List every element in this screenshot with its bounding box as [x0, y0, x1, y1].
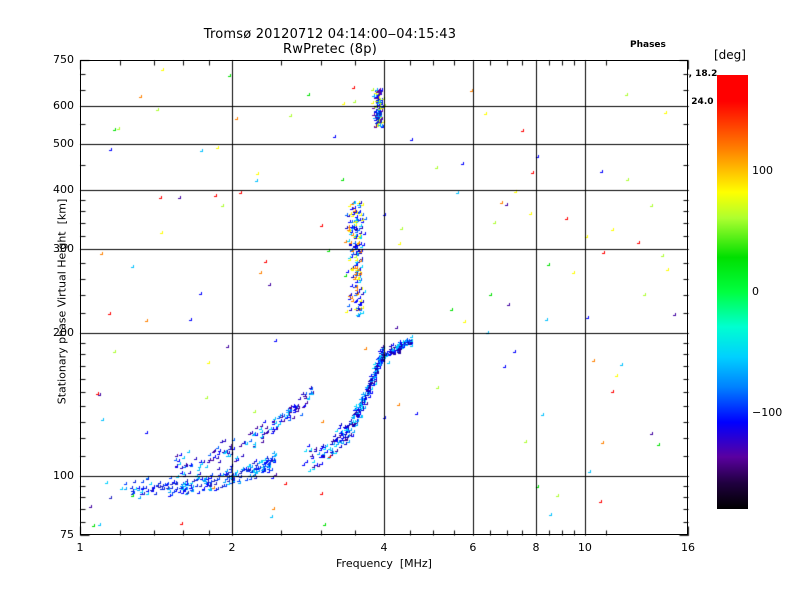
page-title: Tromsø 20120712 04:14:00‒04:15:43 RwPret… [0, 27, 660, 57]
y-axis-label: Stationary phase Virtual Height [km] [55, 198, 69, 405]
y-tick-label: 200 [53, 325, 74, 339]
phase-stats-heading: Phases [630, 40, 666, 50]
x-tick-label: 1 [76, 541, 84, 554]
y-tick-label: 100 [53, 468, 74, 482]
y-tick-label: 400 [53, 182, 74, 196]
colorbar [717, 75, 748, 509]
title-line-1: Tromsø 20120712 04:14:00‒04:15:43 [203, 27, 457, 42]
x-tick-label: 6 [469, 541, 477, 554]
y-tick-label: 600 [53, 99, 74, 113]
x-tick-label: 8 [532, 541, 540, 554]
y-tick-label: 75 [60, 528, 74, 541]
title-line-2: RwPretec (8p) [283, 42, 377, 57]
x-axis-label: Frequency [MHz] [336, 557, 432, 570]
scatter-plot-canvas [80, 60, 688, 535]
colorbar-unit-label: [deg] [714, 48, 746, 62]
colorbar-tick-label: 0 [752, 285, 759, 298]
x-tick-label: 16 [681, 541, 695, 554]
colorbar-tick-label: 100 [752, 164, 773, 178]
x-tick-label: 10 [577, 541, 592, 554]
colorbar-tick-label: −100 [752, 405, 783, 419]
y-tick-label: 750 [53, 53, 74, 66]
y-tick-label: 300 [53, 242, 74, 256]
colorbar-gradient [717, 75, 748, 509]
y-tick-label: 500 [53, 136, 74, 150]
x-tick-label: 2 [228, 541, 236, 554]
x-tick-label: 4 [380, 541, 388, 554]
